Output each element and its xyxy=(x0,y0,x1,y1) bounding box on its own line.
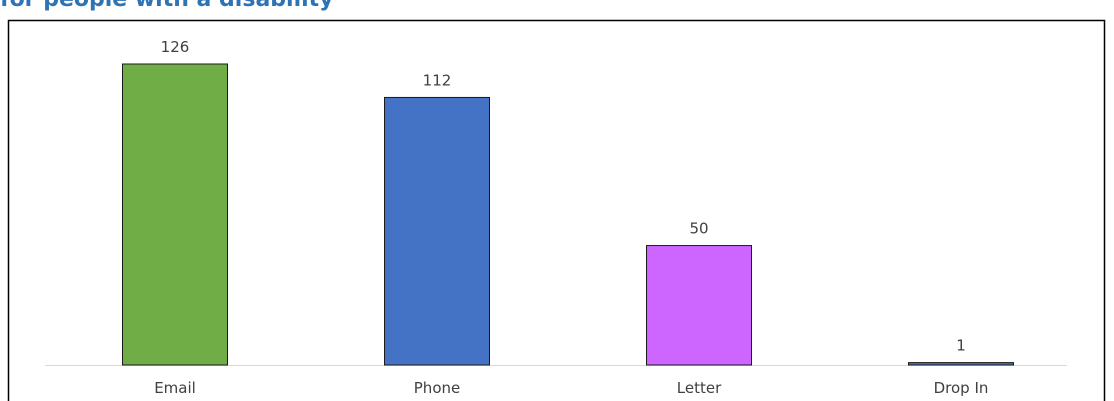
data-label: 112 xyxy=(423,71,452,89)
chart-frame xyxy=(7,19,1106,401)
bar xyxy=(646,245,752,366)
x-tick-label: Phone xyxy=(414,379,460,397)
x-tick-label: Email xyxy=(154,379,196,397)
bar xyxy=(384,96,490,366)
x-tick-label: Letter xyxy=(677,379,722,397)
x-tick-label: Drop In xyxy=(934,379,989,397)
chart-title: for people with a disability xyxy=(0,0,334,12)
bar xyxy=(908,362,1014,366)
bar xyxy=(122,63,228,366)
data-label: 1 xyxy=(956,337,966,355)
data-label: 50 xyxy=(689,220,708,238)
data-label: 126 xyxy=(161,38,190,56)
